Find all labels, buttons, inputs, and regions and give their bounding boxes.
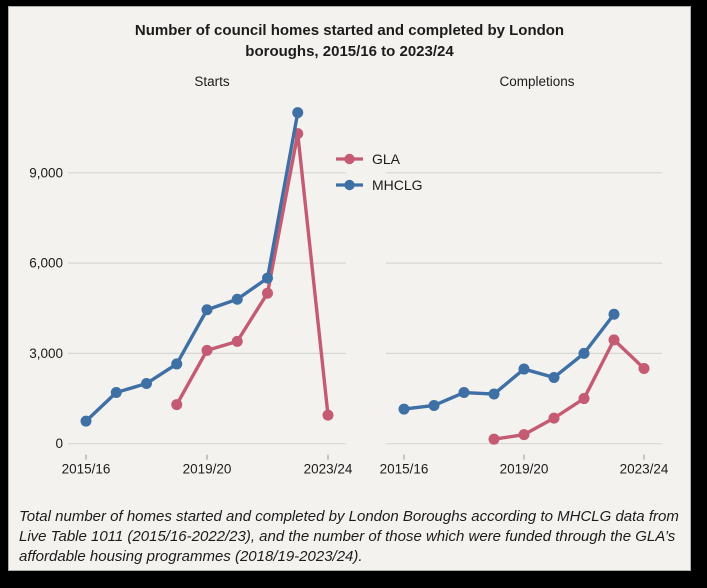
x-axis-tick-label: 2019/20 [500,462,549,477]
data-point-gla [201,344,213,356]
data-point-gla [171,399,183,411]
gla-line-marker-icon [336,153,363,165]
x-axis-tick-label: 2015/16 [380,462,429,477]
data-point-mhclg [518,363,530,375]
x-axis-tick-label: 2019/20 [183,462,232,477]
data-point-gla [322,409,334,421]
legend-label: GLA [372,151,401,167]
data-point-mhclg [110,387,122,399]
y-axis-tick-label: 3,000 [29,346,63,361]
legend-item-gla: GLA [336,151,423,167]
data-point-mhclg [608,308,620,320]
subtitle-completions: Completions [499,74,575,89]
data-point-mhclg [292,107,304,119]
data-point-gla [518,429,530,441]
data-point-gla [262,287,273,299]
chart-title: Number of council homes started and comp… [9,20,690,62]
y-axis-tick-label: 9,000 [29,165,63,180]
data-point-mhclg [262,272,273,284]
x-axis-tick-label: 2015/16 [62,462,111,477]
legend: GLA MHCLG [336,151,423,193]
legend-item-mhclg: MHCLG [336,177,423,193]
data-point-mhclg [398,403,410,415]
legend-marker-dot [344,153,355,165]
chart-panel: Number of council homes started and comp… [8,6,691,571]
data-point-mhclg [141,378,152,389]
data-point-gla [488,433,500,445]
footnote: Total number of homes started and comple… [19,508,679,565]
x-axis-tick-label: 2023/24 [620,462,669,477]
data-point-mhclg [488,388,500,400]
data-point-gla [578,393,590,405]
y-axis-tick-label: 6,000 [29,256,63,271]
data-point-mhclg [171,358,183,370]
data-point-mhclg [231,293,243,305]
series-line-gla [175,131,330,416]
data-point-mhclg [201,304,213,316]
data-point-mhclg [578,347,590,359]
data-point-mhclg [80,415,92,427]
data-point-gla [608,334,620,346]
data-point-mhclg [548,371,560,383]
x-axis-tick-label: 2023/24 [304,462,353,477]
legend-marker-dot [344,179,355,191]
series-line-gla [493,338,646,441]
data-point-mhclg [428,399,440,411]
y-axis-tick-label: 0 [55,436,63,451]
chart-title-text: Number of council homes started and comp… [134,22,565,60]
data-point-gla [638,362,650,374]
data-point-gla [548,412,560,424]
mhclg-line-marker-icon [336,179,363,191]
data-point-mhclg [458,387,470,399]
subtitle-starts: Starts [194,74,230,89]
legend-label: MHCLG [372,177,423,193]
chart-svg: 0 3,000 6,000 9,000 2015/16 2019/20 2023/24 201… [29,107,669,477]
data-point-gla [231,335,243,347]
